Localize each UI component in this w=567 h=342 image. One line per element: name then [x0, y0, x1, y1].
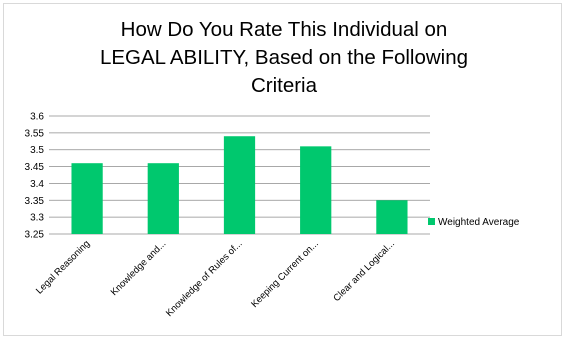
x-category-label: Knowledge and...: [109, 238, 169, 298]
y-tick-label: 3.6: [30, 112, 44, 123]
legend-swatch: [428, 218, 435, 225]
bar: [147, 163, 179, 234]
y-tick-label: 3.5: [30, 145, 44, 156]
chart-title: How Do You Rate This Individual on LEGAL…: [100, 18, 468, 97]
x-category-label: Knowledge of Rules of...: [164, 238, 245, 319]
x-axis-category-labels: Legal Reasoning Knowledge and...Knowledge…: [34, 238, 397, 319]
legend: Weighted Average: [428, 217, 520, 228]
y-tick-label: 3.4: [30, 179, 44, 190]
x-category-label: Keeping Current on...: [249, 238, 321, 310]
x-category-label: Legal Reasoning: [34, 238, 92, 296]
legend-label: Weighted Average: [438, 217, 520, 228]
chart-title-line-3: Criteria: [251, 74, 318, 97]
y-tick-label: 3.55: [25, 128, 45, 139]
bars: [71, 136, 408, 234]
bar: [71, 163, 103, 234]
y-tick-label: 3.45: [25, 162, 45, 173]
chart-title-line-1: How Do You Rate This Individual on: [121, 18, 448, 41]
x-category-label: Clear and Logical...: [331, 238, 397, 304]
y-tick-label: 3.25: [25, 230, 45, 241]
bar: [300, 146, 332, 234]
y-tick-label: 3.35: [25, 196, 45, 207]
y-axis-tick-labels: 3.6 3.55 3.5 3.45 3.4 3.35 3.3 3.25: [25, 112, 45, 241]
y-tick-label: 3.3: [30, 213, 44, 224]
bar: [223, 136, 256, 234]
bar: [376, 200, 408, 234]
chart-title-line-2: LEGAL ABILITY, Based on the Following: [100, 46, 468, 69]
